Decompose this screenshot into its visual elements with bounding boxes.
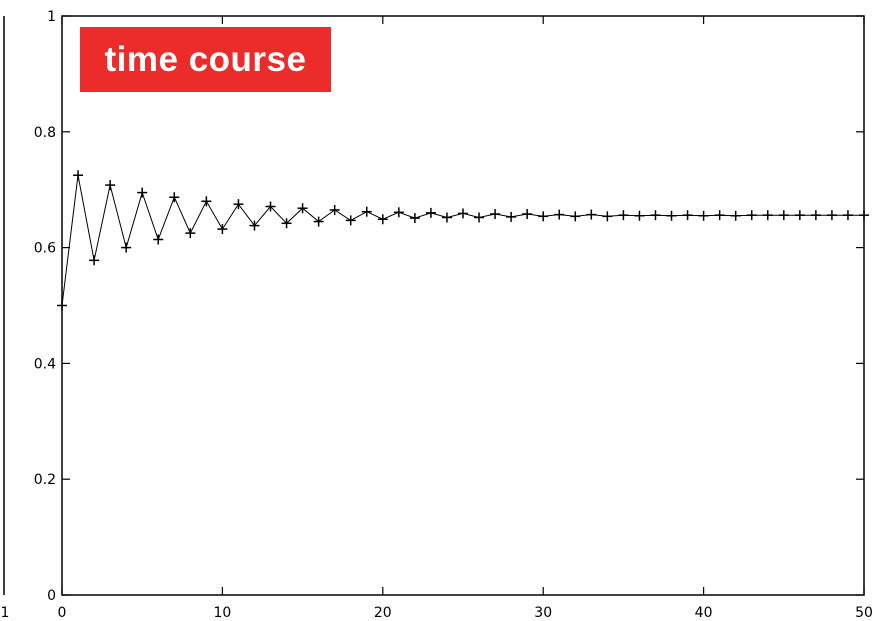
data-point — [105, 180, 116, 191]
data-point — [377, 214, 388, 225]
data-point — [313, 216, 324, 227]
data-point — [217, 224, 228, 235]
data-point — [634, 210, 645, 221]
data-point — [233, 199, 244, 210]
series-line — [61, 175, 864, 306]
data-point — [441, 212, 452, 223]
data-point — [137, 187, 148, 198]
data-point — [650, 210, 661, 221]
y-axis: 0 0.2 0.4 0.6 0.8 1 — [34, 9, 864, 604]
data-point — [859, 210, 869, 221]
data-point — [425, 207, 436, 218]
chart-title: time course — [80, 27, 331, 92]
plot-frame — [61, 15, 865, 596]
data-point — [762, 210, 773, 221]
data-point — [554, 209, 565, 220]
data-point — [329, 204, 340, 215]
data-point — [538, 211, 549, 222]
data-point — [778, 210, 789, 221]
data-point — [57, 300, 67, 311]
x-tick-label: 10 — [213, 605, 231, 621]
data-point — [474, 212, 485, 223]
data-point — [249, 220, 260, 231]
data-point — [746, 210, 757, 221]
data-point — [345, 215, 356, 226]
y-tick-label: 1 — [47, 9, 56, 25]
data-point — [698, 210, 709, 221]
x-tick-label: 40 — [695, 605, 713, 621]
data-point — [586, 209, 597, 220]
data-point — [522, 209, 533, 220]
data-point — [73, 170, 84, 181]
data-point — [121, 242, 132, 253]
left-panel-tick-label: 1 — [1, 605, 10, 621]
data-point — [826, 210, 837, 221]
data-point — [409, 213, 420, 224]
y-tick-label: 0.2 — [34, 472, 56, 488]
y-tick-label: 0 — [47, 588, 56, 604]
data-point — [393, 207, 404, 218]
data-point — [201, 196, 212, 207]
y-tick-label: 0.8 — [34, 125, 56, 141]
data-point — [618, 210, 629, 221]
y-tick-label: 0.6 — [34, 241, 56, 257]
y-tick-label: 0.4 — [34, 356, 56, 372]
data-point — [153, 234, 164, 245]
data-point — [794, 210, 805, 221]
data-point — [89, 255, 100, 266]
x-tick-label: 50 — [855, 605, 873, 621]
x-tick-label: 30 — [534, 605, 552, 621]
data-point — [842, 210, 853, 221]
x-tick-label: 20 — [374, 605, 392, 621]
data-point — [458, 208, 468, 219]
data-point — [602, 211, 613, 222]
data-point — [297, 203, 308, 214]
data-point — [185, 228, 196, 239]
x-tick-label: 0 — [58, 605, 67, 621]
series-markers — [57, 170, 869, 311]
data-point — [169, 192, 180, 203]
data-point — [281, 218, 292, 229]
data-point — [265, 201, 276, 212]
data-point — [570, 211, 581, 222]
data-point — [682, 210, 693, 221]
data-point — [730, 210, 741, 221]
data-point — [490, 209, 501, 220]
x-axis: 0 10 20 30 40 50 — [58, 16, 873, 621]
data-point — [666, 210, 677, 221]
data-point — [506, 211, 517, 222]
data-point — [361, 206, 372, 217]
data-point — [714, 210, 725, 221]
data-point — [810, 210, 821, 221]
